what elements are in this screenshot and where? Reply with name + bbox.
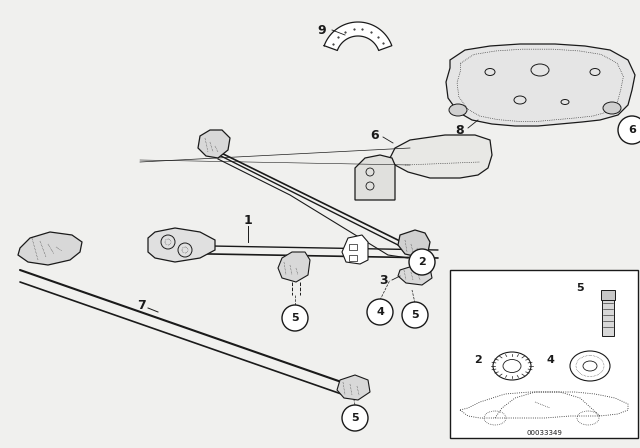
Circle shape bbox=[342, 405, 368, 431]
Polygon shape bbox=[278, 252, 310, 282]
Text: 8: 8 bbox=[456, 124, 464, 137]
Polygon shape bbox=[398, 265, 432, 285]
Text: 00033349: 00033349 bbox=[526, 430, 562, 436]
Circle shape bbox=[618, 116, 640, 144]
Ellipse shape bbox=[449, 104, 467, 116]
Ellipse shape bbox=[603, 102, 621, 114]
Circle shape bbox=[409, 249, 435, 275]
Text: 6: 6 bbox=[371, 129, 380, 142]
Bar bbox=[349, 255, 357, 261]
Polygon shape bbox=[337, 375, 370, 400]
Polygon shape bbox=[324, 22, 392, 51]
Polygon shape bbox=[390, 135, 492, 178]
Text: 5: 5 bbox=[576, 283, 584, 293]
Circle shape bbox=[402, 302, 428, 328]
Bar bbox=[601, 290, 615, 300]
Text: 7: 7 bbox=[138, 298, 147, 311]
Text: 5: 5 bbox=[351, 413, 359, 423]
Polygon shape bbox=[355, 155, 395, 200]
Text: 5: 5 bbox=[411, 310, 419, 320]
Text: 4: 4 bbox=[376, 307, 384, 317]
Polygon shape bbox=[398, 230, 430, 257]
Text: 2: 2 bbox=[418, 257, 426, 267]
Polygon shape bbox=[148, 228, 215, 262]
Text: 4: 4 bbox=[546, 355, 554, 365]
Polygon shape bbox=[198, 130, 230, 158]
Circle shape bbox=[282, 305, 308, 331]
Bar bbox=[450, 270, 638, 438]
Text: 6: 6 bbox=[628, 125, 636, 135]
Polygon shape bbox=[342, 235, 368, 264]
Text: 2: 2 bbox=[474, 355, 482, 365]
Polygon shape bbox=[446, 44, 635, 126]
Text: 9: 9 bbox=[317, 23, 326, 36]
Text: 1: 1 bbox=[244, 214, 252, 227]
Text: 5: 5 bbox=[291, 313, 299, 323]
Bar bbox=[602, 298, 614, 336]
Polygon shape bbox=[18, 232, 82, 265]
Bar bbox=[349, 244, 357, 250]
Circle shape bbox=[367, 299, 393, 325]
Text: 3: 3 bbox=[380, 273, 388, 287]
